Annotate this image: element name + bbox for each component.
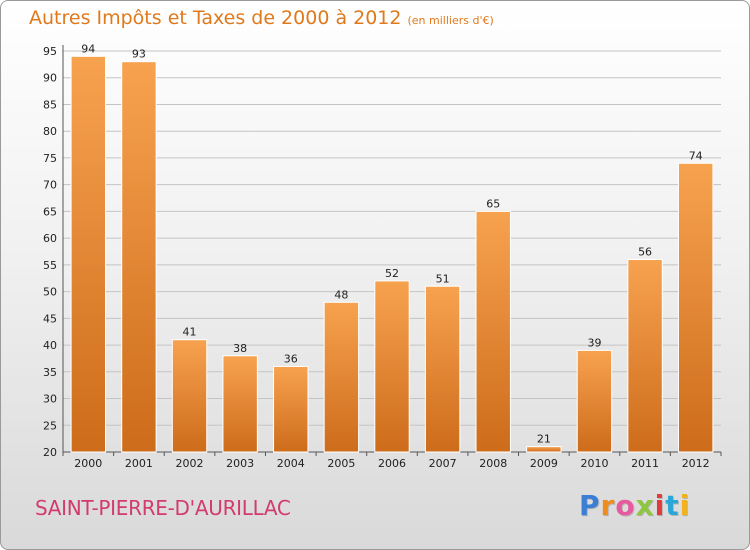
value-label: 41 xyxy=(183,326,197,339)
bars xyxy=(70,55,714,453)
logo-letter: r xyxy=(600,489,616,522)
y-tick-label: 75 xyxy=(43,152,57,165)
x-tick-label: 2003 xyxy=(226,457,254,470)
y-tick-label: 85 xyxy=(43,98,57,111)
logo-letter: i xyxy=(679,489,691,522)
y-tick-label: 40 xyxy=(43,339,57,352)
x-tick-label: 2007 xyxy=(429,457,457,470)
x-tick-label: 2002 xyxy=(176,457,204,470)
bar-2008[interactable] xyxy=(475,210,511,453)
x-tick-label: 2012 xyxy=(682,457,710,470)
value-label: 74 xyxy=(689,149,703,162)
labels: 20 25 30 35 40 45 50 55 60 65 70 75 80 85 90 95 94 2000 93… xyxy=(43,42,710,470)
bar-2007[interactable] xyxy=(424,285,461,453)
x-tick-label: 2006 xyxy=(378,457,406,470)
bar-2011[interactable] xyxy=(627,259,663,453)
value-label: 52 xyxy=(385,267,399,280)
logo-letter: P xyxy=(579,489,601,522)
bar-2000[interactable] xyxy=(70,55,107,453)
x-tick-label: 2005 xyxy=(327,457,355,470)
y-tick-label: 65 xyxy=(43,205,57,218)
logo-letter: o xyxy=(615,489,636,522)
logo-letter: x xyxy=(635,489,655,522)
logo-letter: i xyxy=(654,489,666,522)
x-tick-label: 2009 xyxy=(530,457,558,470)
x-tick-label: 2011 xyxy=(631,457,659,470)
value-label: 51 xyxy=(436,272,450,285)
x-tick-label: 2001 xyxy=(125,457,153,470)
value-label: 94 xyxy=(81,42,95,55)
chart-unit: (en milliers d'€) xyxy=(407,14,494,27)
x-tick-label: 2004 xyxy=(277,457,305,470)
y-tick-label: 50 xyxy=(43,286,57,299)
chart-title-text: Autres Impôts et Taxes de 2000 à 2012 xyxy=(29,7,402,29)
value-label: 39 xyxy=(587,336,601,349)
value-label: 93 xyxy=(132,48,146,61)
bar-2002[interactable] xyxy=(171,339,208,453)
y-tick-label: 95 xyxy=(43,45,57,58)
bar-2009[interactable] xyxy=(526,446,562,453)
value-label: 56 xyxy=(638,246,652,259)
y-tick-label: 70 xyxy=(43,179,57,192)
bar-2010[interactable] xyxy=(576,349,613,453)
y-tick-label: 35 xyxy=(43,366,57,379)
y-tick-label: 80 xyxy=(43,125,57,138)
bar-2005[interactable] xyxy=(323,301,360,453)
commune-name: SAINT-PIERRE-D'AURILLAC xyxy=(35,496,291,520)
bar-2004[interactable] xyxy=(273,365,309,453)
y-tick-label: 20 xyxy=(43,446,57,459)
y-tick-label: 55 xyxy=(43,259,57,272)
y-tick-label: 60 xyxy=(43,232,57,245)
bar-2006[interactable] xyxy=(374,280,410,453)
value-label: 21 xyxy=(537,433,551,446)
chart-title: Autres Impôts et Taxes de 2000 à 2012 (en… xyxy=(29,7,494,29)
y-tick-label: 45 xyxy=(43,312,57,325)
x-tick-label: 2008 xyxy=(479,457,507,470)
y-tick-label: 90 xyxy=(43,72,57,85)
proxiti-logo[interactable]: Proxiti xyxy=(579,489,690,522)
value-label: 36 xyxy=(284,352,298,365)
y-tick-label: 25 xyxy=(43,419,57,432)
bar-2012[interactable] xyxy=(677,162,714,453)
bar-2003[interactable] xyxy=(222,355,258,453)
y-tick-label: 30 xyxy=(43,393,57,406)
bar-2001[interactable] xyxy=(121,61,157,453)
value-label: 65 xyxy=(486,197,500,210)
x-tick-label: 2010 xyxy=(580,457,608,470)
value-label: 38 xyxy=(233,342,247,355)
logo-letter: t xyxy=(665,489,680,522)
value-label: 48 xyxy=(334,288,348,301)
x-tick-label: 2000 xyxy=(74,457,102,470)
